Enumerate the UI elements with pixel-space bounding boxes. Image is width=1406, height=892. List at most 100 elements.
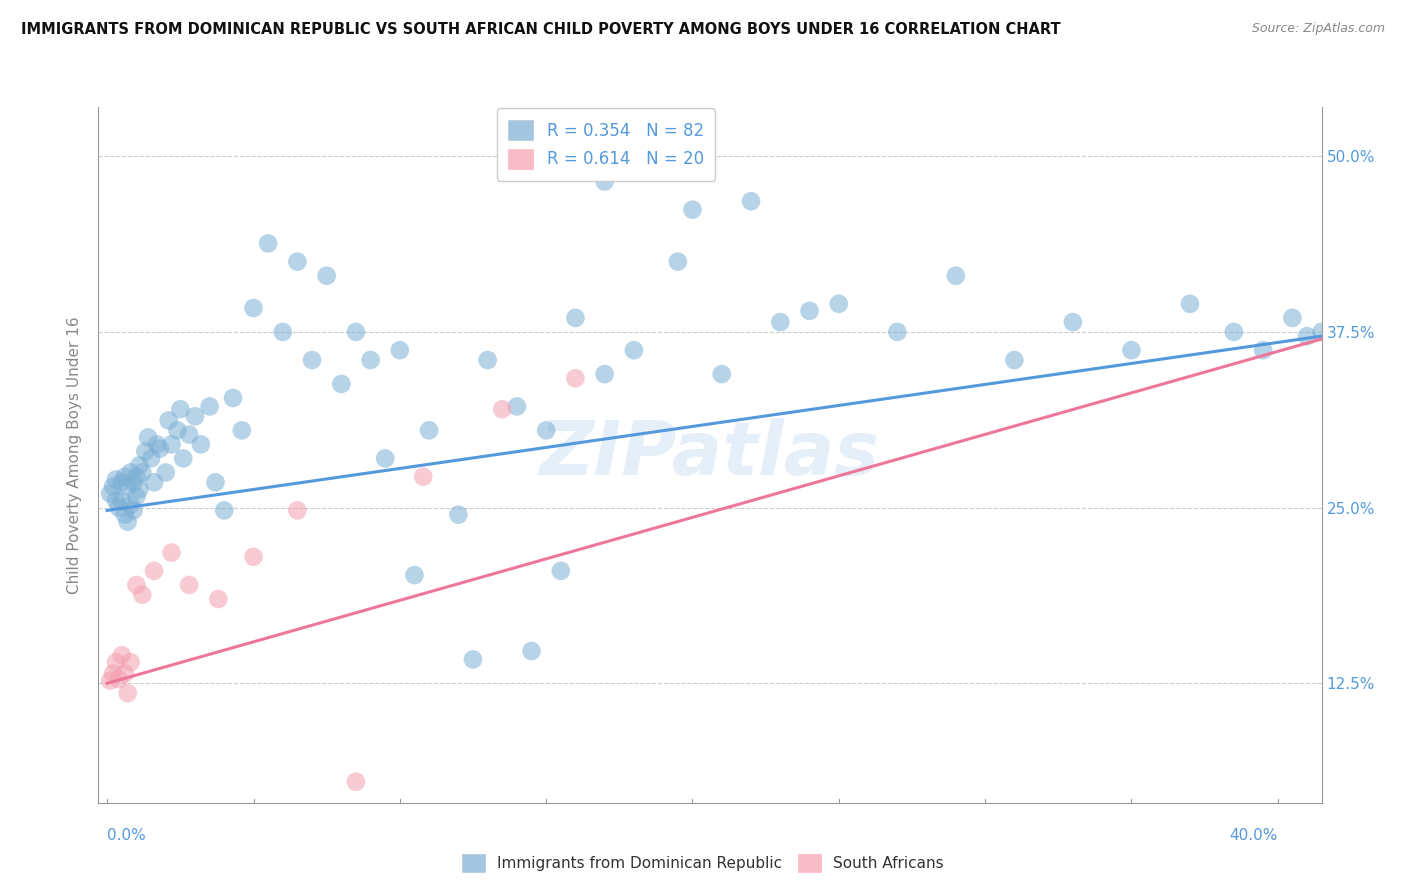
Point [122, 503, 145, 517]
Point [301, 353, 323, 368]
Point [125, 578, 148, 592]
Point [125, 489, 148, 503]
Point [179, 427, 201, 442]
Point [623, 343, 645, 358]
Point [231, 423, 253, 437]
Point [1062, 315, 1084, 329]
Point [101, 666, 124, 681]
Point [1296, 329, 1319, 343]
Point [315, 268, 337, 283]
Point [166, 423, 188, 437]
Point [98, 673, 121, 688]
Point [117, 479, 139, 493]
Text: IMMIGRANTS FROM DOMINICAN REPUBLIC VS SOUTH AFRICAN CHILD POVERTY AMONG BOYS UND: IMMIGRANTS FROM DOMINICAN REPUBLIC VS SO… [21, 22, 1060, 37]
Point [139, 451, 162, 466]
Point [534, 423, 557, 437]
Point [120, 498, 142, 512]
Point [179, 578, 201, 592]
Point [134, 444, 156, 458]
Point [1002, 353, 1025, 368]
Point [104, 473, 127, 487]
Point [477, 353, 499, 368]
Point [111, 475, 134, 490]
Point [117, 686, 139, 700]
Point [682, 202, 704, 217]
Point [1121, 343, 1143, 358]
Point [190, 437, 212, 451]
Point [104, 655, 127, 669]
Point [242, 549, 264, 564]
Point [131, 588, 153, 602]
Point [799, 303, 821, 318]
Point [157, 413, 180, 427]
Point [172, 451, 194, 466]
Point [740, 194, 762, 209]
Point [143, 564, 166, 578]
Point [108, 500, 131, 515]
Point [374, 451, 396, 466]
Point [98, 486, 121, 500]
Point [198, 400, 221, 414]
Point [111, 493, 134, 508]
Text: 0.0%: 0.0% [107, 828, 146, 843]
Legend: Immigrants from Dominican Republic, South Africans: Immigrants from Dominican Republic, Sout… [454, 846, 952, 880]
Point [207, 592, 229, 607]
Point [1251, 343, 1274, 358]
Point [204, 475, 226, 490]
Text: 40.0%: 40.0% [1229, 828, 1278, 843]
Point [506, 400, 529, 414]
Point [491, 402, 513, 417]
Point [160, 437, 183, 451]
Point [242, 301, 264, 315]
Point [101, 479, 124, 493]
Y-axis label: Child Poverty Among Boys Under 16: Child Poverty Among Boys Under 16 [67, 316, 83, 594]
Point [593, 367, 616, 381]
Point [114, 666, 136, 681]
Point [330, 376, 353, 391]
Point [184, 409, 207, 424]
Point [149, 442, 172, 456]
Legend: R = 0.354   N = 82, R = 0.614   N = 20: R = 0.354 N = 82, R = 0.614 N = 20 [496, 109, 716, 181]
Point [108, 672, 131, 686]
Point [136, 430, 159, 444]
Point [945, 268, 967, 283]
Point [418, 423, 440, 437]
Point [114, 508, 136, 522]
Point [404, 568, 426, 582]
Point [461, 652, 484, 666]
Point [344, 774, 367, 789]
Point [550, 564, 572, 578]
Point [287, 254, 309, 268]
Point [1281, 310, 1303, 325]
Point [160, 546, 183, 560]
Point [117, 515, 139, 529]
Point [222, 391, 245, 405]
Point [120, 466, 142, 480]
Point [1310, 325, 1333, 339]
Point [412, 469, 434, 483]
Point [120, 655, 142, 669]
Point [169, 402, 191, 417]
Point [360, 353, 382, 368]
Point [593, 175, 616, 189]
Point [344, 325, 367, 339]
Point [886, 325, 908, 339]
Point [125, 469, 148, 483]
Text: Source: ZipAtlas.com: Source: ZipAtlas.com [1251, 22, 1385, 36]
Point [128, 458, 150, 473]
Point [212, 503, 235, 517]
Point [564, 310, 586, 325]
Point [111, 648, 134, 663]
Point [769, 315, 792, 329]
Point [128, 483, 150, 497]
Point [388, 343, 411, 358]
Point [710, 367, 733, 381]
Point [828, 297, 851, 311]
Point [122, 475, 145, 490]
Point [257, 236, 280, 251]
Point [104, 493, 127, 508]
Point [114, 469, 136, 483]
Point [146, 437, 169, 451]
Point [287, 503, 309, 517]
Point [271, 325, 294, 339]
